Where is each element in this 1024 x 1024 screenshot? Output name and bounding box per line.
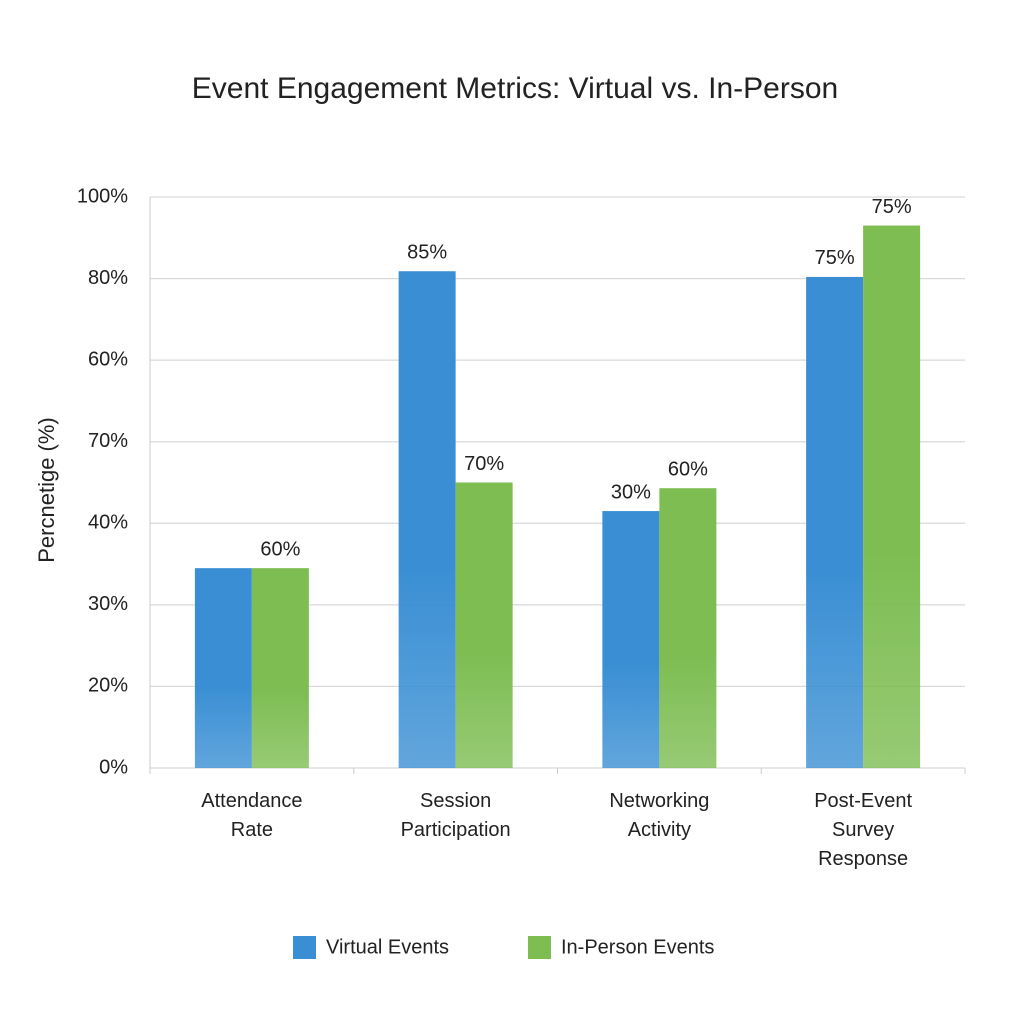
- x-tick-label: Attendance Rate: [201, 790, 302, 841]
- bar: [863, 225, 921, 769]
- bar: [455, 482, 513, 768]
- x-tick-label: Post-Event Survey Response: [814, 790, 912, 870]
- annotation: 70%: [464, 453, 504, 475]
- y-tick-label: 0%: [99, 756, 128, 778]
- y-tick-label: 20%: [88, 675, 128, 697]
- y-tick-label: 70%: [88, 430, 128, 452]
- bar: [251, 568, 309, 768]
- annotation: 60%: [668, 458, 708, 480]
- legend-swatch: [528, 936, 551, 959]
- y-tick-label: 30%: [88, 593, 128, 615]
- x-tick-label: Session Participation: [401, 790, 511, 841]
- y-tick-label: 60%: [88, 348, 128, 370]
- y-tick-label: 40%: [88, 512, 128, 534]
- annotation: 85%: [407, 242, 447, 264]
- bar: [602, 511, 660, 768]
- legend-label: Virtual Events: [326, 936, 449, 958]
- annotation: 75%: [872, 196, 912, 218]
- bar: [806, 276, 864, 768]
- y-axis-label: Percnetige (%): [34, 417, 59, 563]
- y-tick-label: 80%: [88, 267, 128, 289]
- bar: [398, 271, 456, 768]
- y-tick-label: 100%: [77, 185, 128, 207]
- legend-label: In-Person Events: [561, 936, 714, 958]
- x-tick-label: Networking Activity: [609, 790, 709, 841]
- annotation: 75%: [815, 247, 855, 269]
- bar: [194, 568, 252, 768]
- legend-swatch: [293, 936, 316, 959]
- bar: [659, 488, 717, 768]
- annotation: 60%: [260, 538, 300, 560]
- annotation: 30%: [611, 481, 651, 503]
- chart-title: Event Engagement Metrics: Virtual vs. In…: [192, 72, 838, 105]
